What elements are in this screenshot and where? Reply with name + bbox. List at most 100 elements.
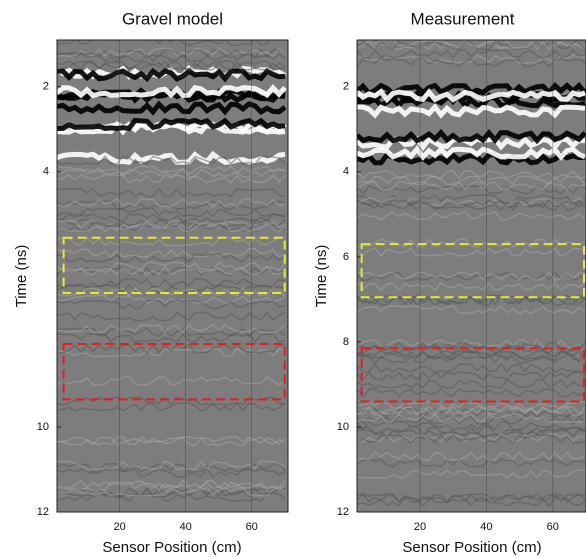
texture bbox=[57, 222, 286, 233]
texture bbox=[57, 468, 286, 478]
texture bbox=[357, 57, 586, 68]
texture bbox=[57, 460, 286, 471]
texture bbox=[57, 207, 286, 218]
texture bbox=[57, 311, 286, 322]
texture bbox=[357, 497, 586, 508]
texture bbox=[57, 294, 286, 305]
x-tick-label: 20 bbox=[414, 521, 426, 533]
texture bbox=[57, 299, 286, 310]
texture bbox=[357, 210, 586, 221]
texture bbox=[357, 400, 586, 411]
texture bbox=[357, 305, 586, 315]
texture bbox=[357, 429, 586, 440]
texture bbox=[57, 40, 284, 47]
frame bbox=[56, 39, 289, 513]
texture bbox=[57, 248, 286, 258]
radargram bbox=[57, 40, 288, 512]
texture bbox=[57, 332, 286, 343]
texture bbox=[57, 283, 286, 294]
texture bbox=[57, 67, 286, 83]
texture bbox=[357, 378, 586, 389]
y-tick-label: 4 bbox=[343, 166, 349, 178]
texture bbox=[357, 247, 586, 258]
texture bbox=[57, 197, 286, 208]
texture bbox=[57, 265, 286, 276]
texture bbox=[357, 175, 586, 186]
texture bbox=[357, 184, 586, 195]
texture bbox=[357, 271, 586, 281]
x-tick-label: 60 bbox=[547, 521, 559, 533]
texture bbox=[357, 40, 586, 51]
texture bbox=[357, 469, 586, 479]
texture bbox=[357, 450, 586, 462]
y-axis-label: Time (ns) bbox=[313, 245, 330, 308]
highlight-box bbox=[62, 236, 286, 295]
texture bbox=[57, 487, 286, 498]
background bbox=[357, 40, 586, 512]
y-tick-label: 12 bbox=[337, 506, 349, 518]
texture bbox=[357, 344, 586, 355]
texture bbox=[57, 253, 286, 263]
texture bbox=[57, 117, 286, 132]
y-tick-label: 2 bbox=[343, 81, 349, 93]
texture bbox=[357, 353, 586, 364]
texture bbox=[57, 100, 287, 116]
texture bbox=[357, 341, 586, 352]
texture bbox=[357, 271, 586, 282]
texture bbox=[357, 197, 586, 207]
texture bbox=[57, 343, 286, 354]
y-tick-label: 4 bbox=[43, 166, 49, 178]
texture bbox=[357, 194, 586, 205]
texture bbox=[57, 481, 286, 491]
texture bbox=[57, 84, 287, 99]
texture bbox=[57, 479, 286, 490]
texture bbox=[357, 458, 586, 468]
texture bbox=[357, 492, 586, 503]
texture bbox=[357, 128, 586, 145]
texture bbox=[357, 94, 586, 110]
texture bbox=[357, 180, 586, 191]
highlight-box bbox=[62, 343, 286, 401]
texture bbox=[57, 261, 286, 272]
x-axis-label: Sensor Position (cm) bbox=[402, 539, 541, 556]
texture bbox=[57, 323, 286, 334]
texture bbox=[57, 168, 286, 179]
frame bbox=[356, 39, 586, 513]
texture bbox=[57, 165, 286, 176]
highlight-box bbox=[360, 347, 586, 403]
y-tick-label: 8 bbox=[343, 336, 349, 348]
x-tick-label: 60 bbox=[246, 521, 258, 533]
texture bbox=[57, 150, 286, 165]
texture bbox=[57, 60, 286, 71]
x-tick-label: 40 bbox=[480, 521, 492, 533]
texture bbox=[357, 281, 586, 292]
texture bbox=[357, 363, 586, 374]
texture bbox=[357, 169, 586, 180]
texture bbox=[57, 486, 286, 497]
texture bbox=[357, 48, 586, 59]
texture bbox=[57, 154, 286, 165]
chart-title: Gravel model bbox=[122, 9, 223, 28]
highlight-box bbox=[360, 243, 586, 299]
texture bbox=[57, 52, 286, 63]
texture bbox=[357, 349, 586, 360]
texture bbox=[57, 187, 286, 198]
texture bbox=[357, 388, 586, 398]
texture bbox=[57, 236, 286, 247]
texture bbox=[57, 435, 286, 446]
y-tick-label: 6 bbox=[343, 251, 349, 263]
texture bbox=[357, 198, 586, 209]
x-tick-label: 20 bbox=[114, 521, 126, 533]
y-axis-label: Time (ns) bbox=[13, 245, 30, 308]
radargram bbox=[357, 40, 586, 512]
texture bbox=[357, 201, 586, 212]
texture bbox=[57, 375, 286, 386]
texture bbox=[57, 436, 286, 447]
texture bbox=[357, 103, 586, 119]
y-tick-label: 10 bbox=[37, 421, 49, 433]
y-tick-label: 10 bbox=[337, 421, 349, 433]
texture bbox=[357, 145, 586, 161]
chart-title: Measurement bbox=[411, 9, 515, 28]
x-tick-label: 40 bbox=[180, 521, 192, 533]
